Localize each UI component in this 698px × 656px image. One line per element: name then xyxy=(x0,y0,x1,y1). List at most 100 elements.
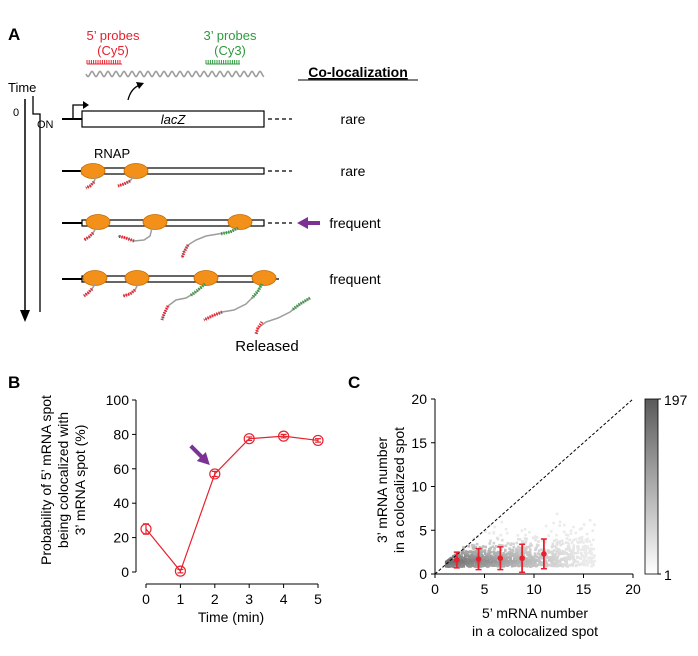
colorbar xyxy=(644,398,659,575)
chart-c: 0 5 10 15 20 0 5 10 15 20 xyxy=(411,391,641,597)
density-cell xyxy=(592,556,595,559)
density-cell xyxy=(537,563,541,566)
density-cell xyxy=(564,548,568,551)
promoter-arrow-head xyxy=(83,101,89,109)
density-cell xyxy=(551,542,555,546)
time-zero: 0 xyxy=(13,107,19,119)
density-cell xyxy=(512,564,516,567)
density-cell xyxy=(593,523,596,526)
density-cell xyxy=(465,552,468,556)
density-cell xyxy=(585,532,589,536)
x-tick-label: 5 xyxy=(314,591,322,607)
density-cell xyxy=(574,564,578,568)
density-cell xyxy=(557,550,561,553)
density-cell xyxy=(527,559,530,563)
x-tick-label: 3 xyxy=(245,591,253,607)
density-cell xyxy=(525,565,529,568)
density-cell xyxy=(535,545,538,549)
density-cell xyxy=(537,558,541,562)
density-cell xyxy=(475,554,479,557)
density-cell xyxy=(577,556,580,559)
density-cell xyxy=(561,549,565,553)
density-cell xyxy=(568,563,572,567)
density-cell xyxy=(519,546,522,550)
density-cell xyxy=(517,549,521,553)
released-label: Released xyxy=(235,338,298,355)
density-cell xyxy=(537,556,540,560)
probe5-dye: (Cy5) xyxy=(97,43,129,58)
panel-b: B Probability of 5’ mRNA spot being colo… xyxy=(8,373,324,625)
mean-point xyxy=(519,555,525,562)
density-cell xyxy=(484,559,487,563)
density-cell xyxy=(510,553,513,556)
density-cell xyxy=(469,550,472,553)
density-cell xyxy=(528,565,532,568)
density-cell xyxy=(523,562,527,566)
density-cell xyxy=(569,549,573,552)
density-cell xyxy=(567,557,571,561)
density-cell xyxy=(555,546,558,550)
density-cell xyxy=(555,533,558,537)
density-cell xyxy=(522,548,526,551)
density-cell xyxy=(447,559,451,563)
density-cell xyxy=(579,557,583,560)
density-cell xyxy=(466,557,470,561)
rnap-label: RNAP xyxy=(94,146,130,161)
density-cell xyxy=(580,538,584,541)
density-cell xyxy=(558,520,562,524)
density-cell xyxy=(569,529,573,532)
density-cell xyxy=(505,564,508,567)
probe5-on-mrna xyxy=(160,305,170,321)
density-cell xyxy=(544,524,548,528)
density-cell xyxy=(503,548,507,552)
density-cell xyxy=(491,557,494,561)
x-tick-label: 5 xyxy=(481,581,489,597)
density-cell xyxy=(518,538,522,541)
density-cell xyxy=(572,538,575,542)
density-cell xyxy=(471,546,475,550)
density-cell xyxy=(553,553,557,556)
density-cell xyxy=(538,552,541,555)
density-cell xyxy=(582,541,585,544)
density-cell xyxy=(478,546,482,549)
density-cell xyxy=(480,554,483,557)
rnap-polymerase xyxy=(80,163,106,179)
density-cell xyxy=(572,546,575,550)
density-cell xyxy=(482,561,485,564)
density-cell xyxy=(467,564,471,567)
density-cell xyxy=(560,562,563,566)
density-cell xyxy=(562,563,565,567)
coloc-row4: frequent xyxy=(329,271,380,287)
probe5-label: 5’ probes xyxy=(87,28,140,43)
density-cell xyxy=(471,543,474,547)
density-cell xyxy=(569,532,573,535)
density-cell xyxy=(492,550,496,553)
panel-c-xlabel-1: 5’ mRNA number xyxy=(482,605,588,621)
density-cell xyxy=(527,558,531,561)
density-cell xyxy=(515,541,519,545)
panel-b-ylabel-2: being colocalized with xyxy=(55,412,71,548)
density-cell xyxy=(564,541,568,544)
density-cell xyxy=(565,537,569,540)
density-cell xyxy=(527,545,531,549)
y-tick-label: 20 xyxy=(113,530,129,546)
density-cell xyxy=(450,556,454,560)
density-cell xyxy=(465,561,469,564)
colocalization-header: Co-localization xyxy=(308,64,408,80)
density-cell xyxy=(574,537,577,541)
density-cell xyxy=(575,555,579,559)
density-cell xyxy=(546,556,549,559)
density-cell xyxy=(560,557,563,561)
density-cell xyxy=(581,554,584,558)
density-cell xyxy=(492,541,496,545)
density-cell xyxy=(571,552,575,555)
density-cell xyxy=(574,551,577,555)
density-cell xyxy=(524,533,527,537)
rnap-polymerase xyxy=(193,270,219,286)
density-cell xyxy=(488,524,492,527)
density-cell xyxy=(590,561,594,564)
density-cell xyxy=(523,537,527,540)
density-cell xyxy=(591,529,594,532)
density-cell xyxy=(524,547,528,550)
